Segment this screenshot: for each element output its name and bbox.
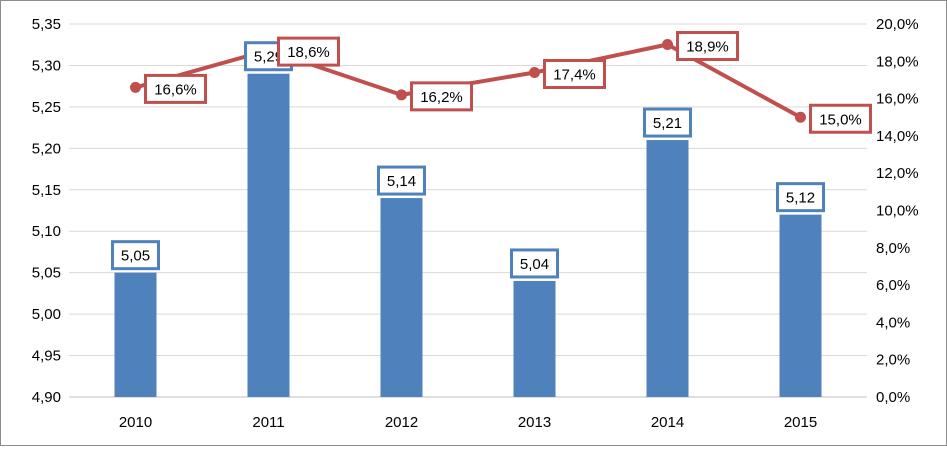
bar-data-label: 5,05 bbox=[121, 248, 150, 265]
y-right-tick-label: 6,0% bbox=[876, 277, 910, 294]
x-tick-label: 2014 bbox=[651, 414, 684, 431]
bar-data-label: 5,12 bbox=[786, 190, 815, 207]
bar bbox=[513, 280, 556, 397]
x-tick-label: 2011 bbox=[252, 414, 284, 431]
y-right-tick-label: 8,0% bbox=[876, 240, 910, 257]
line-marker bbox=[396, 89, 407, 101]
bar bbox=[646, 140, 689, 398]
bar-data-label: 5,21 bbox=[653, 115, 682, 132]
bar-data-label-box bbox=[377, 165, 426, 196]
bar bbox=[247, 73, 290, 397]
y-left-tick-label: 5,00 bbox=[32, 306, 61, 323]
line-data-label-box bbox=[809, 103, 872, 134]
y-left-tick-label: 5,10 bbox=[32, 223, 61, 240]
y-left-tick-label: 4,90 bbox=[32, 389, 61, 406]
bar bbox=[380, 198, 423, 397]
y-left-tick-label: 5,20 bbox=[32, 140, 61, 157]
x-tick-label: 2010 bbox=[119, 414, 152, 431]
y-right-tick-label: 14,0% bbox=[876, 128, 919, 145]
y-left-tick-label: 5,25 bbox=[32, 99, 61, 116]
y-right-tick-label: 0,0% bbox=[876, 389, 910, 406]
y-right-tick-label: 10,0% bbox=[876, 203, 919, 220]
bar-data-label-box bbox=[111, 240, 160, 271]
line-data-label-box bbox=[277, 36, 340, 67]
line-data-label: 15,0% bbox=[819, 111, 862, 128]
line-data-label: 16,2% bbox=[420, 89, 463, 106]
y-right-tick-label: 18,0% bbox=[876, 53, 919, 70]
y-left-tick-label: 5,30 bbox=[32, 57, 61, 74]
bar-data-label: 5,29 bbox=[254, 49, 283, 66]
line-data-label-box bbox=[144, 73, 207, 104]
x-tick-label: 2015 bbox=[784, 414, 817, 431]
line-marker bbox=[130, 81, 141, 93]
y-left-tick-label: 4,95 bbox=[32, 348, 61, 365]
y-left-tick-label: 5,35 bbox=[32, 16, 61, 33]
line-data-label-box bbox=[410, 81, 473, 112]
y-right-tick-label: 16,0% bbox=[876, 91, 919, 108]
bar bbox=[779, 214, 822, 397]
x-tick-label: 2012 bbox=[385, 414, 418, 431]
y-right-tick-label: 4,0% bbox=[876, 314, 910, 331]
y-left-tick-label: 5,05 bbox=[32, 265, 61, 282]
y-left-tick-label: 5,15 bbox=[32, 182, 61, 199]
line-data-label: 18,9% bbox=[686, 39, 729, 56]
y-right-tick-label: 20,0% bbox=[876, 16, 919, 33]
bar bbox=[114, 272, 157, 397]
line-data-label: 17,4% bbox=[553, 66, 596, 83]
line-data-label-box bbox=[676, 31, 739, 62]
line-marker bbox=[529, 66, 540, 78]
line-data-label-box bbox=[543, 58, 606, 89]
y-right-tick-label: 12,0% bbox=[876, 165, 919, 182]
line-marker bbox=[795, 111, 806, 123]
bar-data-label: 5,04 bbox=[520, 256, 549, 273]
bar-data-label-box bbox=[510, 248, 559, 279]
x-tick-label: 2013 bbox=[518, 414, 551, 431]
bar-data-label-box bbox=[643, 107, 692, 138]
line-data-label: 16,6% bbox=[154, 81, 197, 98]
bar-data-label: 5,14 bbox=[387, 173, 416, 190]
line-marker bbox=[662, 39, 673, 51]
y-right-tick-label: 2,0% bbox=[876, 352, 910, 369]
bar-data-label-box bbox=[776, 182, 825, 213]
line-data-label: 18,6% bbox=[287, 44, 330, 61]
